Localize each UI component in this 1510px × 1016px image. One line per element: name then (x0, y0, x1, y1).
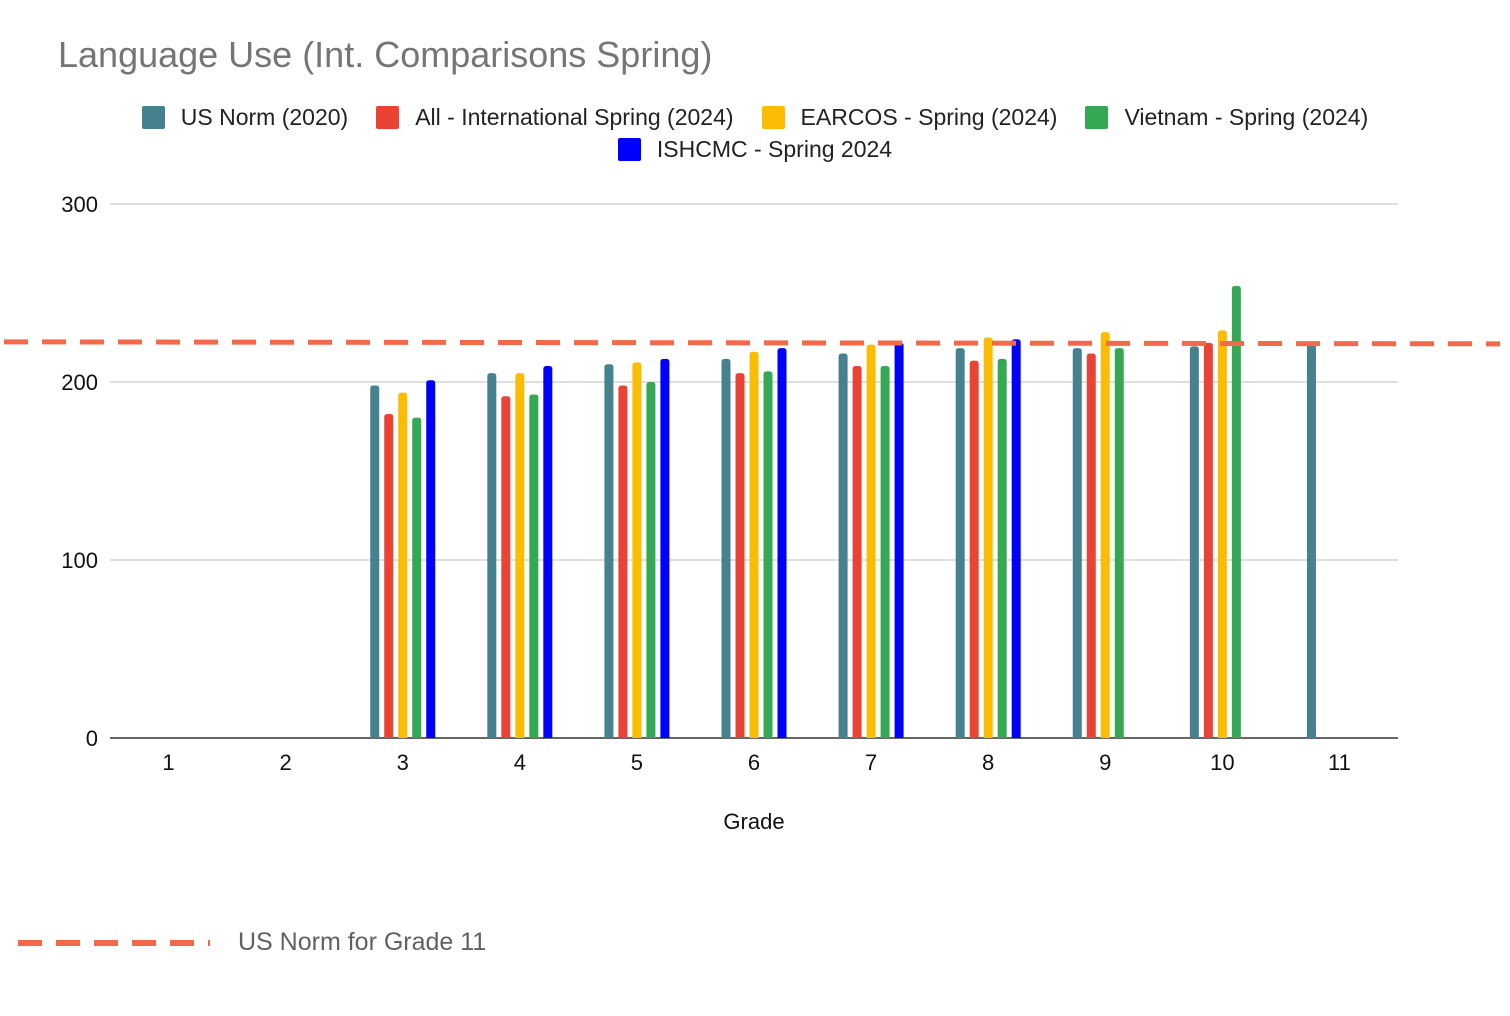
legend-item-all-international: All - International Spring (2024) (376, 104, 734, 131)
x-tick-label: 9 (1099, 750, 1111, 775)
y-tick-label: 200 (61, 370, 98, 395)
bar (618, 385, 628, 738)
bar (398, 392, 408, 738)
bar (1306, 342, 1316, 738)
bar (370, 385, 380, 738)
bar (646, 382, 656, 738)
bar (721, 358, 731, 738)
bar (866, 344, 876, 738)
x-tick-label: 3 (397, 750, 409, 775)
legend-item-vietnam: Vietnam - Spring (2024) (1085, 104, 1368, 131)
reference-line-legend: US Norm for Grade 11 (18, 928, 486, 957)
reference-line (3, 339, 1501, 347)
legend-label: All - International Spring (2024) (415, 104, 734, 130)
x-tick-label: 5 (631, 750, 643, 775)
legend-swatch (617, 138, 641, 161)
dashed-line-icon (18, 939, 210, 946)
x-tick-label: 1 (162, 750, 174, 775)
bar (763, 371, 773, 738)
bar (1231, 285, 1241, 738)
x-tick-label: 8 (982, 750, 994, 775)
bar (1189, 346, 1199, 738)
x-tick-label: 10 (1210, 750, 1234, 775)
legend-swatch (376, 106, 400, 129)
bar (543, 365, 553, 738)
bar (501, 396, 511, 738)
bar (660, 358, 670, 738)
bar (1203, 342, 1213, 738)
chart-legend: US Norm (2020) All - International Sprin… (0, 104, 1510, 131)
bar (515, 373, 525, 738)
legend-label: US Norm (2020) (180, 104, 349, 130)
bar (735, 373, 745, 738)
bar (852, 365, 862, 738)
bar (1072, 348, 1082, 738)
y-tick-label: 0 (86, 726, 98, 751)
legend-label: Vietnam - Spring (2024) (1124, 104, 1369, 130)
bar (997, 358, 1007, 738)
bar (384, 414, 394, 738)
legend-item-earcos: EARCOS - Spring (2024) (761, 104, 1058, 131)
bar (1100, 332, 1110, 738)
legend-item-ishcmc: ISHCMC - Spring 2024 (617, 136, 893, 163)
y-tick-label: 100 (61, 548, 98, 573)
x-tick-label: 4 (514, 750, 526, 775)
bar (1011, 339, 1021, 738)
y-tick-label: 300 (61, 192, 98, 217)
bar (894, 342, 904, 738)
bar (777, 348, 787, 738)
bar (880, 365, 890, 738)
x-axis-label: Grade (723, 809, 784, 834)
bar (529, 394, 539, 738)
bar (604, 364, 614, 738)
bar (838, 353, 848, 738)
bar (1217, 330, 1227, 738)
bar (412, 417, 422, 738)
bar (1086, 353, 1096, 738)
chart-legend-row-2: ISHCMC - Spring 2024 (0, 136, 1510, 163)
chart-title: Language Use (Int. Comparisons Spring) (58, 34, 713, 75)
x-tick-label: 7 (865, 750, 877, 775)
legend-label: ISHCMC - Spring 2024 (656, 136, 893, 162)
legend-swatch (1085, 106, 1109, 129)
bar (955, 348, 965, 738)
legend-label: EARCOS - Spring (2024) (800, 104, 1058, 130)
bar (426, 380, 436, 738)
bar (983, 337, 993, 738)
legend-swatch (761, 106, 785, 129)
bar (749, 351, 759, 738)
reference-line-label: US Norm for Grade 11 (238, 928, 487, 956)
bar (969, 360, 979, 738)
x-tick-label: 6 (748, 750, 760, 775)
x-tick-label: 2 (280, 750, 292, 775)
legend-swatch (141, 106, 165, 129)
bar (1114, 348, 1124, 738)
bar (487, 373, 497, 738)
legend-item-us-norm: US Norm (2020) (141, 104, 349, 131)
x-tick-label: 11 (1328, 750, 1351, 775)
bar (632, 362, 642, 738)
